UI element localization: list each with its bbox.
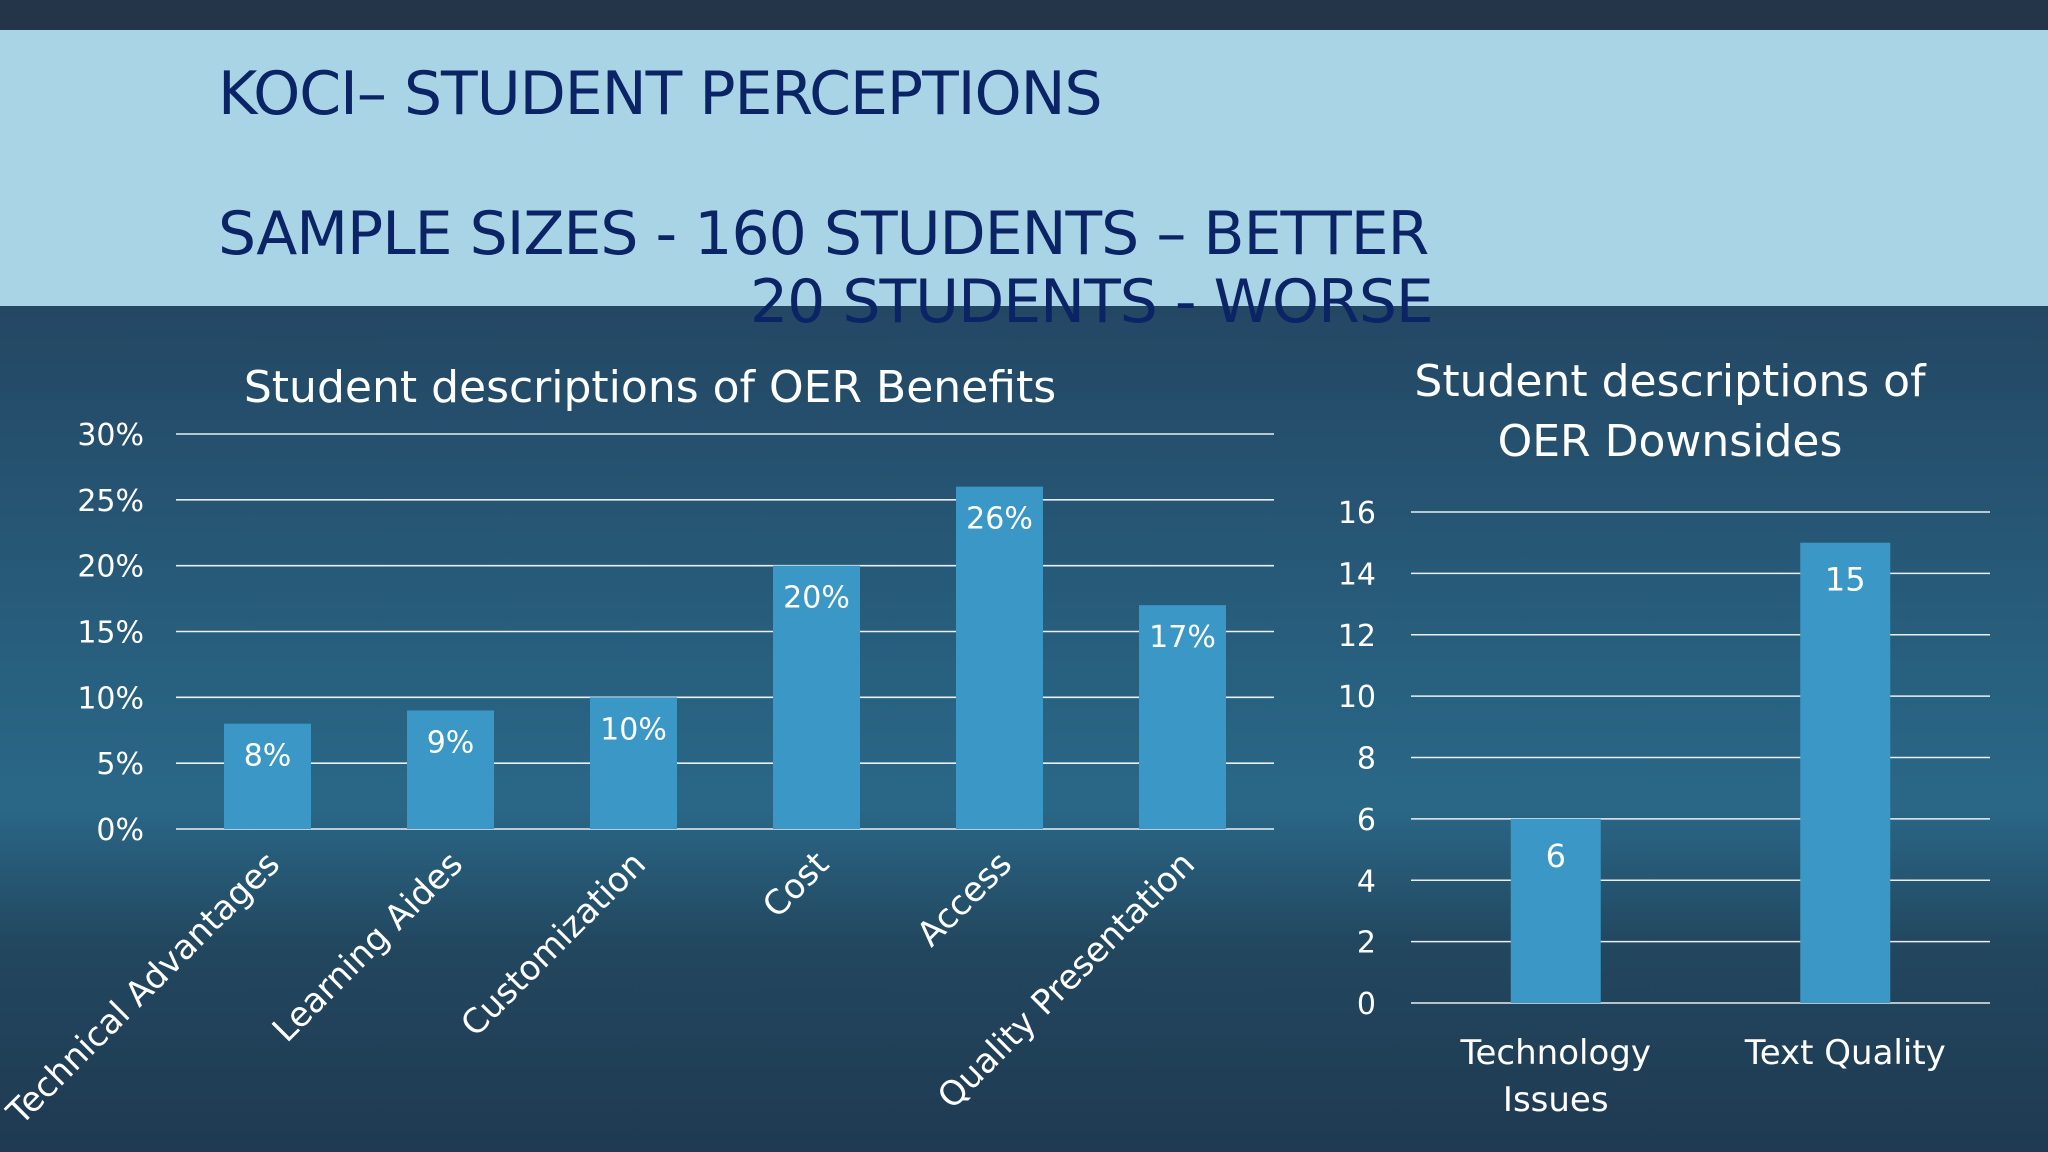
slide-title: KOCI– STUDENT PERCEPTIONS xyxy=(218,59,1103,129)
slide-subtitle-line-2: 20 STUDENTS - WORSE xyxy=(750,267,1434,337)
benefits-y-tick-label: 0% xyxy=(96,813,144,848)
benefits-data-label: 10% xyxy=(600,712,667,747)
downsides-data-label: 6 xyxy=(1546,837,1566,875)
benefits-data-label: 17% xyxy=(1149,620,1216,655)
downsides-y-tick-label: 14 xyxy=(1338,557,1376,592)
downsides-chart-title: Student descriptions of OER Downsides xyxy=(1370,352,1970,472)
downsides-title-line-1: Student descriptions of xyxy=(1414,356,1926,407)
benefits-y-tick-label: 20% xyxy=(77,550,144,585)
benefits-data-label: 9% xyxy=(427,726,475,761)
downsides-y-tick-label: 4 xyxy=(1357,864,1376,899)
downsides-category-label: Technology xyxy=(1460,1033,1651,1073)
downsides-y-tick-label: 16 xyxy=(1338,496,1376,531)
slide-subtitle-line-1: SAMPLE SIZES - 160 STUDENTS – BETTER xyxy=(218,199,1429,269)
title-band: KOCI– STUDENT PERCEPTIONS SAMPLE SIZES -… xyxy=(0,30,2048,337)
benefits-y-tick-label: 5% xyxy=(96,747,144,782)
benefits-bar xyxy=(956,486,1043,829)
benefits-bar xyxy=(407,710,494,829)
benefits-y-tick-label: 15% xyxy=(77,616,144,651)
downsides-bar xyxy=(1510,818,1601,1003)
benefits-y-tick-label: 25% xyxy=(77,484,144,519)
downsides-category-label: Text Quality xyxy=(1744,1033,1946,1073)
downsides-y-tick-label: 2 xyxy=(1357,926,1376,961)
downsides-category-label: Issues xyxy=(1503,1080,1609,1120)
benefits-y-tick-label: 30% xyxy=(77,418,144,453)
benefits-data-label: 8% xyxy=(244,739,292,774)
benefits-bar xyxy=(590,697,677,829)
downsides-y-tick-label: 6 xyxy=(1357,803,1376,838)
downsides-y-tick-label: 12 xyxy=(1338,619,1376,654)
downsides-bar xyxy=(1800,542,1891,1003)
downsides-y-tick-label: 0 xyxy=(1357,987,1376,1022)
benefits-chart-title: Student descriptions of OER Benefits xyxy=(243,362,1057,413)
benefits-data-label: 26% xyxy=(966,502,1033,537)
downsides-title-line-2: OER Downsides xyxy=(1497,416,1843,467)
downsides-data-label: 15 xyxy=(1825,561,1866,599)
benefits-y-tick-label: 10% xyxy=(77,681,144,716)
benefits-data-label: 20% xyxy=(783,581,850,616)
top-strip xyxy=(0,0,2048,30)
downsides-y-tick-label: 10 xyxy=(1338,680,1376,715)
benefits-bar xyxy=(773,565,860,829)
downsides-y-tick-label: 8 xyxy=(1357,742,1376,777)
benefits-bar xyxy=(224,723,311,829)
benefits-bar xyxy=(1139,605,1226,829)
